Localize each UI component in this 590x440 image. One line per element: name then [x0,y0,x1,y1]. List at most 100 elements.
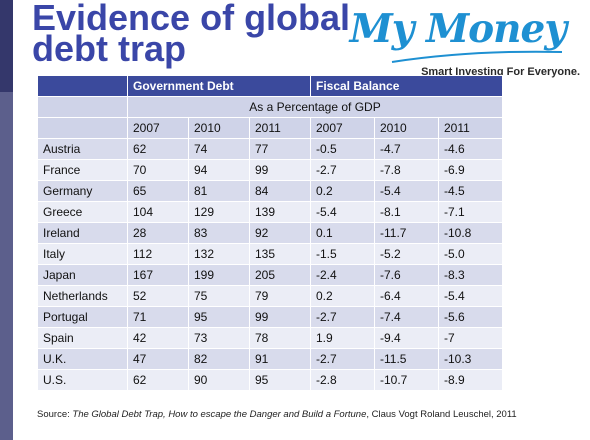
value-cell: -1.5 [310,243,375,265]
left-bar-accent [0,0,13,92]
value-cell: 42 [127,327,189,349]
table-row: Ireland 28 83 92 0.1 -11.7 -10.8 [37,222,503,244]
value-cell: -8.9 [438,369,503,391]
left-decorative-bar [0,0,13,440]
value-cell: -10.8 [438,222,503,244]
value-cell: 99 [249,159,311,181]
value-cell: -2.4 [310,264,375,286]
value-cell: -7.6 [374,264,439,286]
country-cell: U.S. [37,369,128,391]
value-cell: 81 [188,180,250,202]
title-line-1: Evidence of global [32,0,351,38]
value-cell: -7.8 [374,159,439,181]
year-header: 2007 [310,117,375,139]
country-cell: Italy [37,243,128,265]
value-cell: 82 [188,348,250,370]
table-row: Greece 104 129 139 -5.4 -8.1 -7.1 [37,201,503,223]
value-cell: 79 [249,285,311,307]
value-cell: 199 [188,264,250,286]
value-cell: 0.2 [310,285,375,307]
percentage-of-gdp-label: As a Percentage of GDP [127,96,503,118]
value-cell: 129 [188,201,250,223]
year-header: 2010 [374,117,439,139]
value-cell: -5.2 [374,243,439,265]
value-cell: -4.5 [438,180,503,202]
my-money-logo: My Money Smart Investing For Everyone. [350,6,580,80]
value-cell: 139 [249,201,311,223]
source-citation: Source: The Global Debt Trap, How to esc… [37,409,537,421]
value-cell: 65 [127,180,189,202]
value-cell: 1.9 [310,327,375,349]
table-row: Spain 42 73 78 1.9 -9.4 -7 [37,327,503,349]
value-cell: 91 [249,348,311,370]
year-header: 2010 [188,117,250,139]
title-line-2: debt trap [32,28,187,69]
year-header-row: 2007 2010 2011 2007 2010 2011 [37,117,503,139]
value-cell: 112 [127,243,189,265]
table-row: U.K. 47 82 91 -2.7 -11.5 -10.3 [37,348,503,370]
value-cell: -10.3 [438,348,503,370]
country-cell: Germany [37,180,128,202]
table-row: Portugal 71 95 99 -2.7 -7.4 -5.6 [37,306,503,328]
country-cell: Austria [37,138,128,160]
value-cell: -4.7 [374,138,439,160]
value-cell: -7 [438,327,503,349]
value-cell: 70 [127,159,189,181]
corner-cell [37,75,128,97]
fiscal-balance-header: Fiscal Balance [310,75,503,97]
value-cell: -8.3 [438,264,503,286]
value-cell: -5.4 [374,180,439,202]
value-cell: -2.7 [310,348,375,370]
value-cell: 47 [127,348,189,370]
table-row: France 70 94 99 -2.7 -7.8 -6.9 [37,159,503,181]
value-cell: 62 [127,369,189,391]
table-row: U.S. 62 90 95 -2.8 -10.7 -8.9 [37,369,503,391]
value-cell: -11.7 [374,222,439,244]
value-cell: -5.4 [438,285,503,307]
year-empty-cell [37,117,128,139]
country-cell: Spain [37,327,128,349]
value-cell: -5.0 [438,243,503,265]
value-cell: 84 [249,180,311,202]
value-cell: 132 [188,243,250,265]
value-cell: -11.5 [374,348,439,370]
value-cell: 95 [249,369,311,391]
value-cell: 73 [188,327,250,349]
country-cell: France [37,159,128,181]
value-cell: 94 [188,159,250,181]
value-cell: -5.4 [310,201,375,223]
year-header: 2011 [249,117,311,139]
value-cell: -8.1 [374,201,439,223]
value-cell: 75 [188,285,250,307]
debt-table: Government Debt Fiscal Balance As a Perc… [37,75,503,391]
value-cell: 95 [188,306,250,328]
value-cell: 167 [127,264,189,286]
table-row: Austria 62 74 77 -0.5 -4.7 -4.6 [37,138,503,160]
source-work-title: The Global Debt Trap, How to escape the … [72,409,367,420]
value-cell: -2.7 [310,159,375,181]
table-row: Japan 167 199 205 -2.4 -7.6 -8.3 [37,264,503,286]
value-cell: 74 [188,138,250,160]
value-cell: 104 [127,201,189,223]
value-cell: -5.6 [438,306,503,328]
value-cell: -7.1 [438,201,503,223]
value-cell: 135 [249,243,311,265]
value-cell: 71 [127,306,189,328]
value-cell: 0.2 [310,180,375,202]
value-cell: 205 [249,264,311,286]
country-cell: U.K. [37,348,128,370]
country-cell: Japan [37,264,128,286]
value-cell: -0.5 [310,138,375,160]
value-cell: 28 [127,222,189,244]
logo-swoosh-icon [391,50,563,63]
value-cell: 78 [249,327,311,349]
value-cell: 77 [249,138,311,160]
value-cell: 99 [249,306,311,328]
government-debt-header: Government Debt [127,75,311,97]
table-row: Germany 65 81 84 0.2 -5.4 -4.5 [37,180,503,202]
subheader-row: As a Percentage of GDP [37,96,503,118]
value-cell: -6.4 [374,285,439,307]
value-cell: 0.1 [310,222,375,244]
year-header: 2007 [127,117,189,139]
value-cell: -2.7 [310,306,375,328]
